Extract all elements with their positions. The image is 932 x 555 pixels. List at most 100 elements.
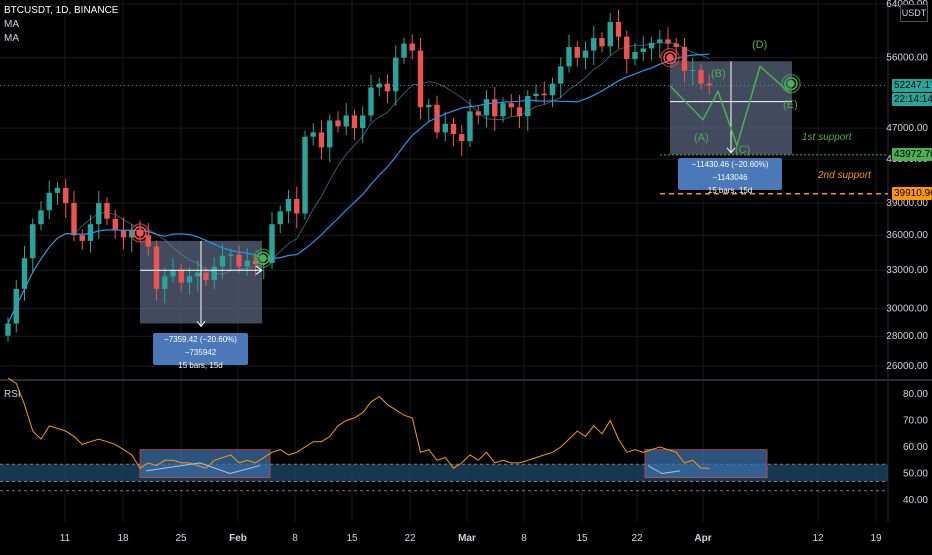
candle-body	[376, 83, 382, 88]
candle-body	[170, 270, 176, 277]
ma-indicator-1[interactable]: MA	[4, 19, 19, 30]
candle-body	[591, 38, 597, 51]
sell-signal-1-ring	[133, 226, 147, 240]
candle-body	[63, 187, 69, 204]
rsi-label[interactable]: RSI	[4, 389, 21, 400]
candle-body	[640, 48, 646, 52]
ma-9-line	[7, 42, 710, 324]
candle-body	[549, 83, 556, 96]
time-tick-label: 12	[812, 533, 824, 544]
currency-label[interactable]: USDT	[900, 4, 928, 22]
candle-body	[393, 57, 399, 92]
candle-body	[104, 203, 110, 219]
rsi-tick-label: 60.00	[903, 442, 928, 453]
buy-signal-2-ring	[781, 73, 801, 94]
support-label-1: 1st support	[802, 132, 852, 143]
candle-body	[277, 211, 283, 225]
price-tick-label: 30000.00	[886, 303, 928, 314]
buy-signal-1-ring	[253, 248, 273, 268]
candle-body	[492, 99, 498, 117]
rsi-legend: RSI	[4, 388, 21, 402]
candle-body	[599, 38, 605, 47]
candle-body	[459, 134, 465, 142]
candle-body	[54, 187, 61, 193]
candle-body	[698, 70, 704, 84]
wave-label-e: (E)	[783, 99, 798, 111]
candle-body	[269, 224, 275, 263]
measure-1-change: −7359.42 (−20.60%) −735942	[164, 335, 237, 357]
time-tick-label: 15	[346, 533, 358, 544]
candle-body	[203, 272, 209, 281]
candle-body	[450, 123, 457, 135]
candle-body	[566, 47, 572, 67]
rsi-tick-label: 50.00	[903, 469, 928, 480]
candle-body	[195, 272, 201, 277]
ma-indicator-2[interactable]: MA	[4, 33, 19, 44]
candle-body	[5, 323, 11, 336]
candle-body	[426, 104, 432, 108]
symbol-label[interactable]: BTCUSDT, 1D, BINANCE	[4, 5, 119, 16]
wave-label-d: (D)	[752, 39, 768, 51]
candle-body	[79, 235, 85, 241]
candle-body	[294, 198, 300, 214]
time-tick-label: 8	[292, 533, 298, 544]
sell-signal-1-ring	[130, 223, 150, 243]
candle-body	[516, 107, 523, 117]
candle-body	[112, 218, 118, 230]
bar-countdown-tag: 22:14:14	[892, 92, 932, 106]
candle-body	[318, 132, 325, 148]
candle-body	[615, 21, 622, 37]
candle-body	[244, 260, 250, 267]
ma-20-line	[7, 53, 710, 324]
wave-label-b: (B)	[711, 68, 726, 80]
elliott-wave-path	[669, 65, 791, 149]
candle-body	[285, 198, 292, 212]
rsi-highlight-box-1	[139, 449, 271, 478]
candle-body	[648, 42, 655, 49]
candle-body	[558, 66, 564, 84]
buy-signal-1-ring	[259, 254, 267, 262]
candle-body	[186, 276, 193, 283]
candle-body	[360, 115, 366, 129]
time-tick-label: 11	[60, 533, 71, 544]
sell-signal-2-ring	[660, 47, 680, 68]
buy-signal-2-ring	[784, 76, 798, 91]
candle-body	[409, 43, 415, 51]
wave-label-c: (C)	[735, 144, 751, 156]
candle-body	[533, 93, 539, 97]
candle-body	[178, 270, 184, 283]
candle-body	[71, 203, 77, 236]
candle-body	[368, 87, 374, 116]
rsi-tick-label: 40.00	[903, 495, 928, 506]
support-1-price-tag: 43972.70	[892, 147, 932, 161]
candle-body	[310, 132, 316, 137]
candle-body	[574, 47, 580, 58]
candle-body	[582, 50, 589, 58]
rsi-tick-label: 80.00	[903, 389, 928, 400]
candle-body	[706, 83, 712, 86]
rsi-projection-1	[145, 462, 261, 475]
candle-body	[228, 254, 234, 256]
measure-1-bars: 15 bars, 15d	[178, 361, 223, 370]
candle-body	[46, 192, 52, 211]
price-tick-label: 28000.00	[886, 331, 928, 342]
measure-arrowhead-h-1	[255, 265, 263, 275]
candle-body	[21, 258, 28, 289]
measure-arrowhead-v-2	[726, 147, 736, 154]
candle-body	[153, 246, 160, 289]
candle-body	[442, 123, 448, 133]
candle-body	[483, 99, 490, 116]
candle-body	[236, 254, 242, 267]
candle-body	[30, 224, 36, 259]
candle-body	[525, 96, 531, 117]
chart-legend: BTCUSDT, 1D, BINANCE MA MA	[4, 4, 118, 46]
time-tick-label: 25	[175, 533, 187, 544]
time-tick-label: Apr	[694, 533, 711, 544]
candle-body	[632, 51, 638, 60]
candle-body	[607, 21, 613, 47]
candle-body	[162, 276, 168, 289]
time-tick-label: Mar	[458, 533, 476, 544]
candle-body	[145, 235, 151, 247]
